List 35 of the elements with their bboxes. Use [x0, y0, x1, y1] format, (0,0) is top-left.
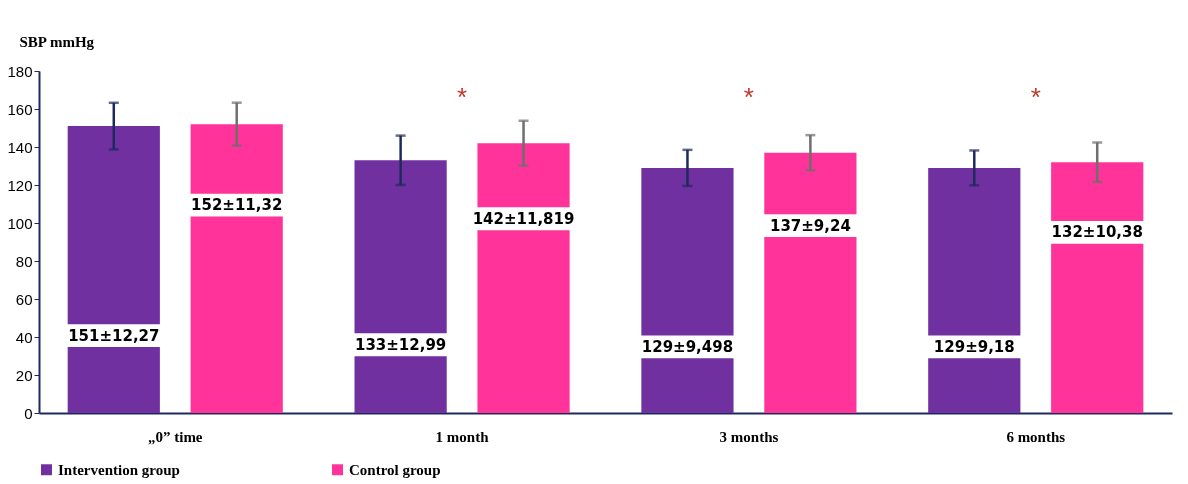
x-tick-label: 3 months: [719, 428, 779, 445]
legend-label: Intervention group: [58, 461, 180, 478]
y-tick-label: 0: [24, 404, 33, 422]
data-label: 129±9,498: [641, 337, 734, 356]
y-tick-label: 120: [7, 176, 33, 194]
x-tick-label: 1 month: [435, 428, 490, 445]
bar: [67, 126, 160, 413]
data-label: 132±10,38: [1051, 223, 1143, 242]
bar: [764, 152, 857, 413]
data-label: 137±9,24: [769, 216, 851, 235]
bar: [641, 167, 734, 413]
bar: [354, 160, 447, 413]
y-tick-label: 140: [7, 138, 33, 156]
y-axis-title: SBP mmHg: [19, 33, 95, 50]
y-tick-label: 180: [7, 62, 33, 80]
data-label: 151±12,27: [68, 326, 160, 345]
annotation: *: [1030, 82, 1041, 113]
y-tick-label: 100: [7, 214, 33, 232]
data-label: 142±11,819: [472, 209, 575, 228]
y-tick-label: 80: [15, 252, 33, 270]
bar: [928, 167, 1021, 413]
y-tick-label: 60: [15, 290, 33, 308]
bar: [1051, 162, 1144, 413]
x-tick-label: 6 months: [1006, 428, 1066, 445]
bar: [190, 124, 283, 413]
y-tick-label: 40: [15, 328, 33, 346]
y-tick-label: 160: [7, 100, 33, 118]
legend-label: Control group: [349, 461, 441, 478]
annotation: *: [743, 82, 754, 113]
data-label: 133±12,99: [354, 335, 447, 354]
data-label: 152±11,32: [191, 196, 283, 215]
annotation: *: [457, 82, 468, 113]
y-tick-label: 20: [15, 366, 33, 384]
x-tick-label: „0” time: [147, 428, 203, 445]
data-label: 129±9,18: [933, 337, 1015, 356]
